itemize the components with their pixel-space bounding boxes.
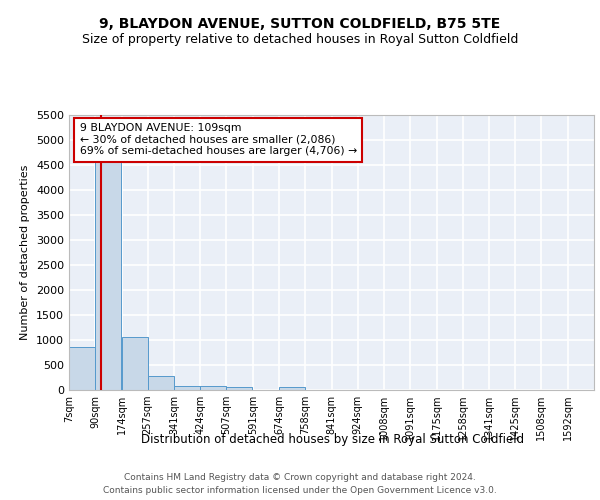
Text: Contains public sector information licensed under the Open Government Licence v3: Contains public sector information licen… bbox=[103, 486, 497, 495]
Bar bbox=[122, 337, 148, 390]
Bar bbox=[69, 346, 95, 390]
Bar bbox=[174, 386, 200, 390]
Text: Contains HM Land Registry data © Crown copyright and database right 2024.: Contains HM Land Registry data © Crown c… bbox=[124, 472, 476, 482]
Bar bbox=[200, 386, 226, 390]
Text: 9 BLAYDON AVENUE: 109sqm
← 30% of detached houses are smaller (2,086)
69% of sem: 9 BLAYDON AVENUE: 109sqm ← 30% of detach… bbox=[79, 123, 357, 156]
Text: 9, BLAYDON AVENUE, SUTTON COLDFIELD, B75 5TE: 9, BLAYDON AVENUE, SUTTON COLDFIELD, B75… bbox=[100, 18, 500, 32]
Bar bbox=[95, 162, 121, 390]
Bar bbox=[226, 387, 253, 390]
Y-axis label: Number of detached properties: Number of detached properties bbox=[20, 165, 31, 340]
Text: Distribution of detached houses by size in Royal Sutton Coldfield: Distribution of detached houses by size … bbox=[142, 432, 524, 446]
Text: Size of property relative to detached houses in Royal Sutton Coldfield: Size of property relative to detached ho… bbox=[82, 32, 518, 46]
Bar bbox=[279, 387, 305, 390]
Bar bbox=[148, 376, 174, 390]
